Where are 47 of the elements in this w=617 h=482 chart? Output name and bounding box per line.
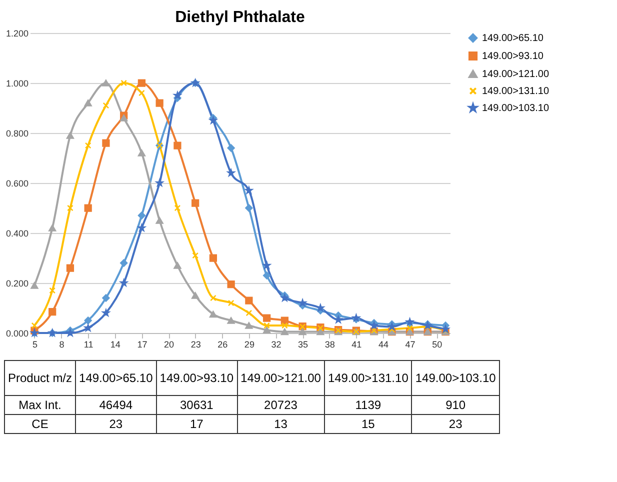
x-tick-label: 26 <box>218 340 228 350</box>
y-tick-label: 0.400 <box>6 228 28 238</box>
legend-label: 149.00>131.10 <box>482 86 550 97</box>
x-tick-label: 11 <box>84 340 94 350</box>
y-tick-label: 1.200 <box>6 28 28 38</box>
text: 15 <box>324 414 412 434</box>
text: 149.00>65.10 <box>76 360 156 396</box>
text: 13 <box>237 414 324 434</box>
x-tick-label: 23 <box>190 340 201 350</box>
x-tick-label: 38 <box>324 340 335 350</box>
y-tick-label: 0.000 <box>6 328 28 338</box>
x-tick-label: 17 <box>137 340 148 350</box>
text: Product m/z <box>4 360 76 396</box>
text: 1139 <box>324 396 412 414</box>
text: Max Int. <box>4 396 76 414</box>
text: 149.00>93.10 <box>156 360 238 396</box>
legend-label: 149.00>103.10 <box>482 103 550 114</box>
chart-title: Diethyl Phthalate <box>175 9 305 26</box>
x-tick-label: 50 <box>432 340 442 350</box>
x-tick-label: 8 <box>59 340 64 350</box>
text: 23 <box>76 414 156 434</box>
x-tick-label: 35 <box>298 340 308 350</box>
y-tick-label: 0.800 <box>6 128 28 138</box>
text: 20723 <box>237 396 324 414</box>
x-tick-label: 41 <box>352 340 362 350</box>
x-tick-label: 5 <box>32 340 38 350</box>
text: 149.00>103.10 <box>412 360 500 396</box>
x-tick-label: 32 <box>271 340 282 350</box>
x-tick-label: 14 <box>110 340 120 350</box>
text: 910 <box>412 396 500 414</box>
y-tick-label: 0.200 <box>6 278 28 288</box>
x-tick-label: 47 <box>405 340 416 350</box>
legend-label: 149.00>121.00 <box>482 69 550 80</box>
legend-label: 149.00>93.10 <box>482 51 544 62</box>
text: 30631 <box>156 396 238 414</box>
y-tick-label: 1.000 <box>6 78 28 88</box>
x-tick-label: 44 <box>378 340 388 350</box>
y-tick-label: 0.600 <box>6 178 28 188</box>
x-tick-label: 20 <box>164 340 174 350</box>
x-tick-label: 29 <box>244 340 254 350</box>
text: 46494 <box>76 396 156 414</box>
text: CE <box>4 414 76 434</box>
legend-label: 149.00>65.10 <box>482 33 544 44</box>
text: 17 <box>156 414 238 434</box>
text: 149.00>131.10 <box>324 360 412 396</box>
text: 149.00>121.00 <box>237 360 324 396</box>
text: 23 <box>412 414 500 434</box>
